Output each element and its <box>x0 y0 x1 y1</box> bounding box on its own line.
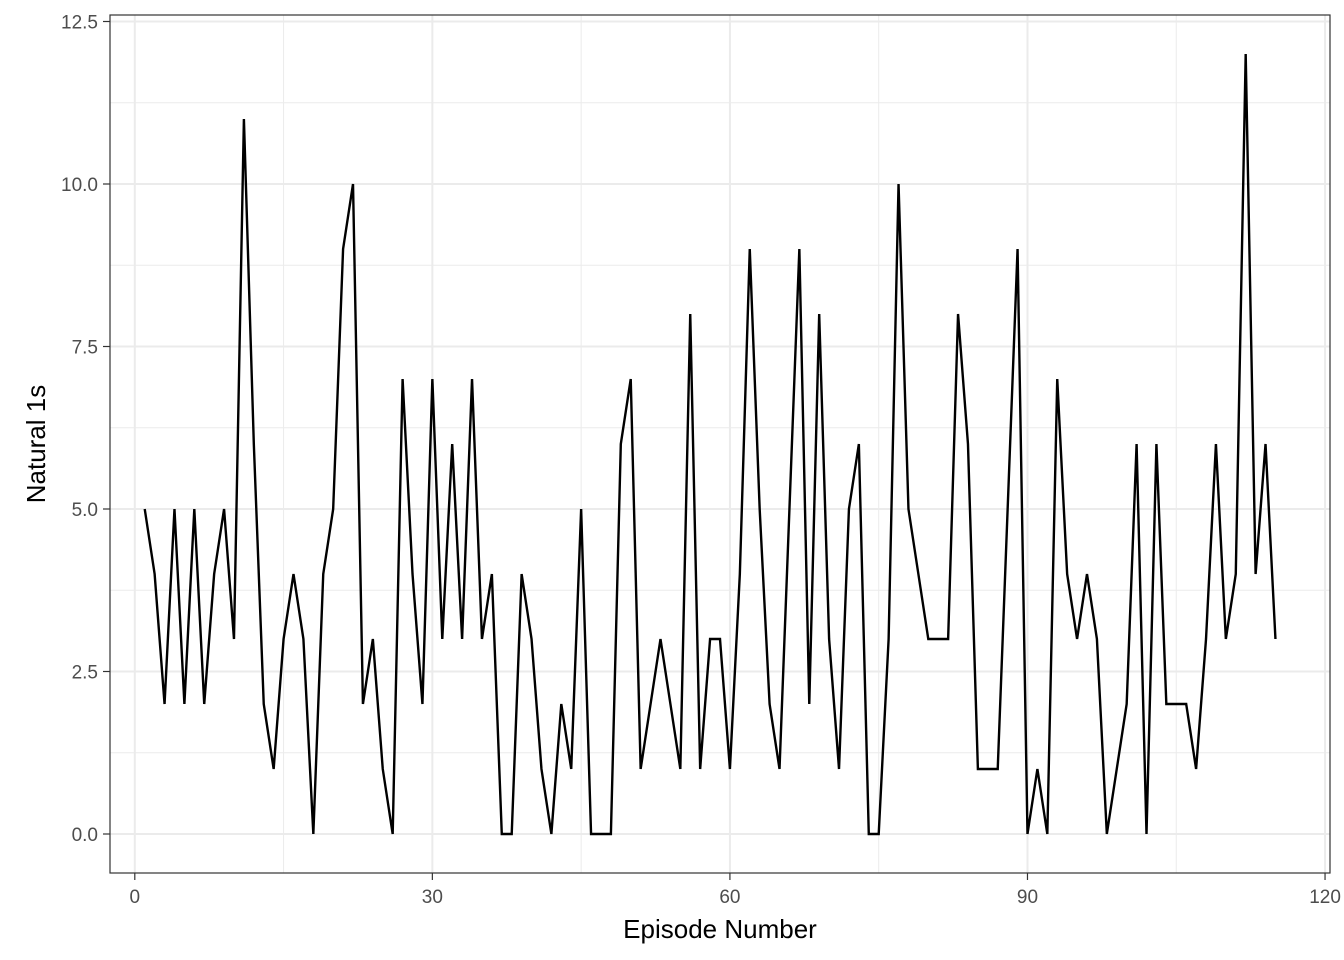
x-tick-label: 120 <box>1309 887 1341 908</box>
y-tick-label: 12.5 <box>61 13 98 34</box>
x-tick-label: 90 <box>1017 887 1038 908</box>
major-gridlines <box>110 15 1330 873</box>
y-tick-label: 5.0 <box>72 500 98 521</box>
minor-gridlines <box>110 15 1330 873</box>
y-tick-label: 2.5 <box>72 663 98 684</box>
x-tick-label: 0 <box>130 887 141 908</box>
x-axis-title: Episode Number <box>623 914 817 944</box>
series-line <box>143 53 1277 836</box>
series-layer <box>143 53 1277 836</box>
x-tick-label: 60 <box>719 887 740 908</box>
y-axis-title: Natural 1s <box>21 385 51 504</box>
panel-border <box>109 14 1331 874</box>
x-axis-ticks: 0 30 60 90 120 <box>130 873 1341 908</box>
y-tick-label: 0.0 <box>72 825 98 846</box>
y-axis-ticks: 0.0 2.5 5.0 7.5 10.0 12.5 <box>61 13 110 846</box>
y-tick-label: 10.0 <box>61 175 98 196</box>
y-tick-label: 7.5 <box>72 338 98 359</box>
x-tick-label: 30 <box>422 887 443 908</box>
